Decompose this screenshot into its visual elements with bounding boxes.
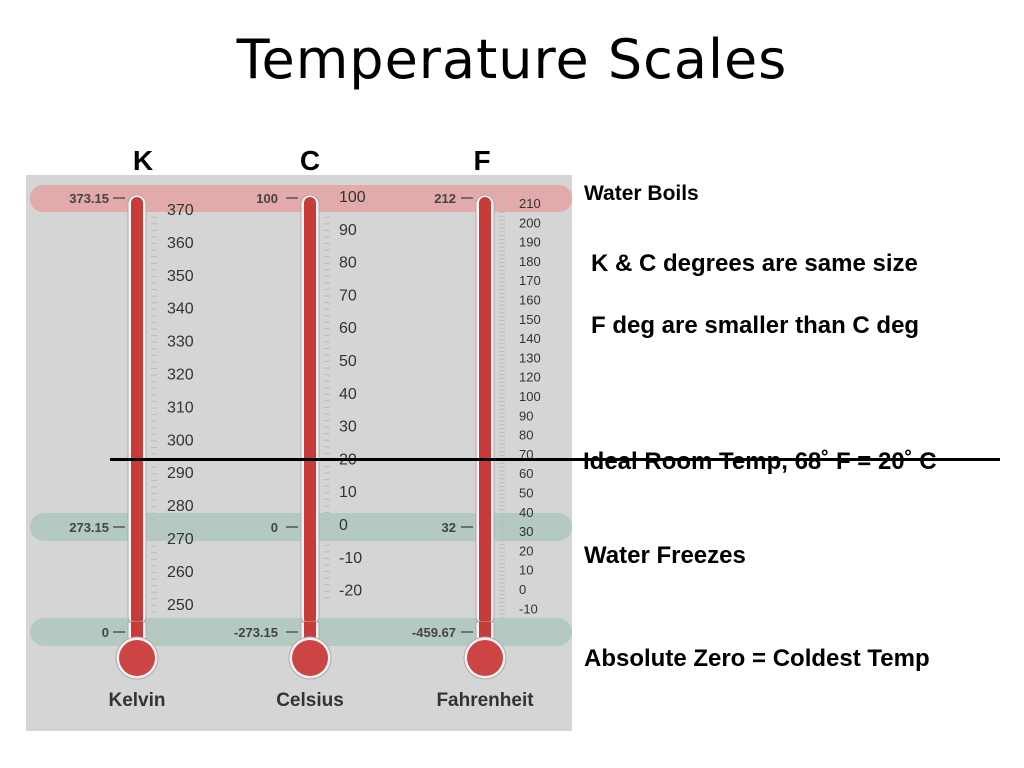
kelvin-scale-label: 250 [167,597,194,614]
fahrenheit-scale-label: 120 [519,370,541,385]
fahrenheit-scale-name: Fahrenheit [436,690,534,711]
fahrenheit-scale-label: 170 [519,273,541,288]
celsius-scale-label: 50 [339,353,357,370]
room-temp-text: Ideal Room Temp, 68˚ F = 20˚ C [583,448,937,475]
kelvin-scale-label: 370 [167,202,194,219]
absolute-zero-note: Absolute Zero = Coldest Temp [584,645,930,672]
kelvin-scale-name: Kelvin [108,690,165,711]
kelvin-scale-label: 270 [167,531,194,548]
fahrenheit-scale-label: 0 [519,582,526,597]
kelvin-column-letter: K [132,145,154,176]
celsius-scale-label: 40 [339,386,357,403]
fahrenheit-bulb [467,640,503,676]
celsius-boil-value: 100 [256,191,278,206]
smaller-degrees-note: F deg are smaller than C deg [591,312,920,339]
ideal-room-temp-line [110,458,1000,461]
kelvin-scale-label: 280 [167,498,194,515]
celsius-scale-label: -10 [339,550,362,567]
celsius-scale-label: 70 [339,287,357,304]
celsius-scale-label: 100 [339,189,366,206]
fahrenheit-scale-label: 20 [519,543,533,558]
celsius-column-letter: C [299,145,321,176]
page-title: Temperature Scales [236,28,788,91]
fahrenheit-mercury [479,197,491,625]
fahrenheit-scale-label: 30 [519,524,533,539]
celsius-bulb [292,640,328,676]
celsius-scale-label: -20 [339,583,362,600]
fahrenheit-scale-label: 150 [519,312,541,327]
water-boils-note: Water Boils [584,182,699,205]
fahrenheit-scale-label: 190 [519,235,541,250]
fahrenheit-scale-label: 50 [519,486,533,501]
fahrenheit-scale-label: 140 [519,331,541,346]
kelvin-freeze-value: 273.15 [69,520,109,535]
fahrenheit-scale-label: 100 [519,389,541,404]
fahrenheit-scale-label: 200 [519,215,541,230]
fahrenheit-scale-label: 10 [519,563,533,578]
fahrenheit-boil-value: 212 [434,191,456,206]
kelvin-scale-label: 350 [167,268,194,285]
kelvin-scale-label: 330 [167,334,194,351]
kelvin-scale-label: 360 [167,235,194,252]
kelvin-scale-label: 320 [167,367,194,384]
fahrenheit-scale-label: -10 [519,601,538,616]
fahrenheit-column-letter: F [473,145,491,176]
fahrenheit-scale-label: 210 [519,196,541,211]
celsius-freeze-value: 0 [271,520,278,535]
kelvin-boil-value: 373.15 [69,191,109,206]
fahrenheit-scale-label: 90 [519,408,533,423]
celsius-scale-label: 80 [339,255,357,272]
fahrenheit-scale-label: 160 [519,293,541,308]
water-freezes-note: Water Freezes [584,542,746,569]
kelvin-scale-label: 300 [167,432,194,449]
kelvin-scale-label: 340 [167,301,194,318]
boil-band [30,185,572,212]
celsius-mercury [304,197,316,625]
kelvin-zero-value: 0 [102,625,109,640]
celsius-scale-label: 60 [339,320,357,337]
fahrenheit-freeze-value: 32 [442,520,456,535]
fahrenheit-scale-label: 180 [519,254,541,269]
fahrenheit-scale-label: 130 [519,350,541,365]
kelvin-scale-label: 290 [167,465,194,482]
kelvin-scale-label: 260 [167,564,194,581]
celsius-scale-label: 0 [339,517,348,534]
fahrenheit-scale-label: 40 [519,505,533,520]
celsius-scale-name: Celsius [276,690,344,711]
celsius-scale-label: 10 [339,484,357,501]
room-temp-note: Ideal Room Temp, 68˚ F = 20˚ C [583,448,1013,476]
fahrenheit-scale-label: 80 [519,428,533,443]
kelvin-scale-label: 310 [167,399,194,416]
celsius-zero-value: -273.15 [234,625,278,640]
thermometer-figure: 370 360 350 340 330 320 310 300 290 280 270 260 250 3… [26,175,572,731]
thermometer-illustration: 3703603503403303203103002902802702602503… [30,185,572,711]
same-size-note: K & C degrees are same size [591,250,918,277]
fahrenheit-zero-value: -459.67 [412,625,456,640]
kelvin-mercury [131,197,143,625]
fahrenheit-scale-label: 60 [519,466,533,481]
kelvin-bulb [119,640,155,676]
celsius-scale-label: 90 [339,222,357,239]
celsius-scale-label: 30 [339,419,357,436]
